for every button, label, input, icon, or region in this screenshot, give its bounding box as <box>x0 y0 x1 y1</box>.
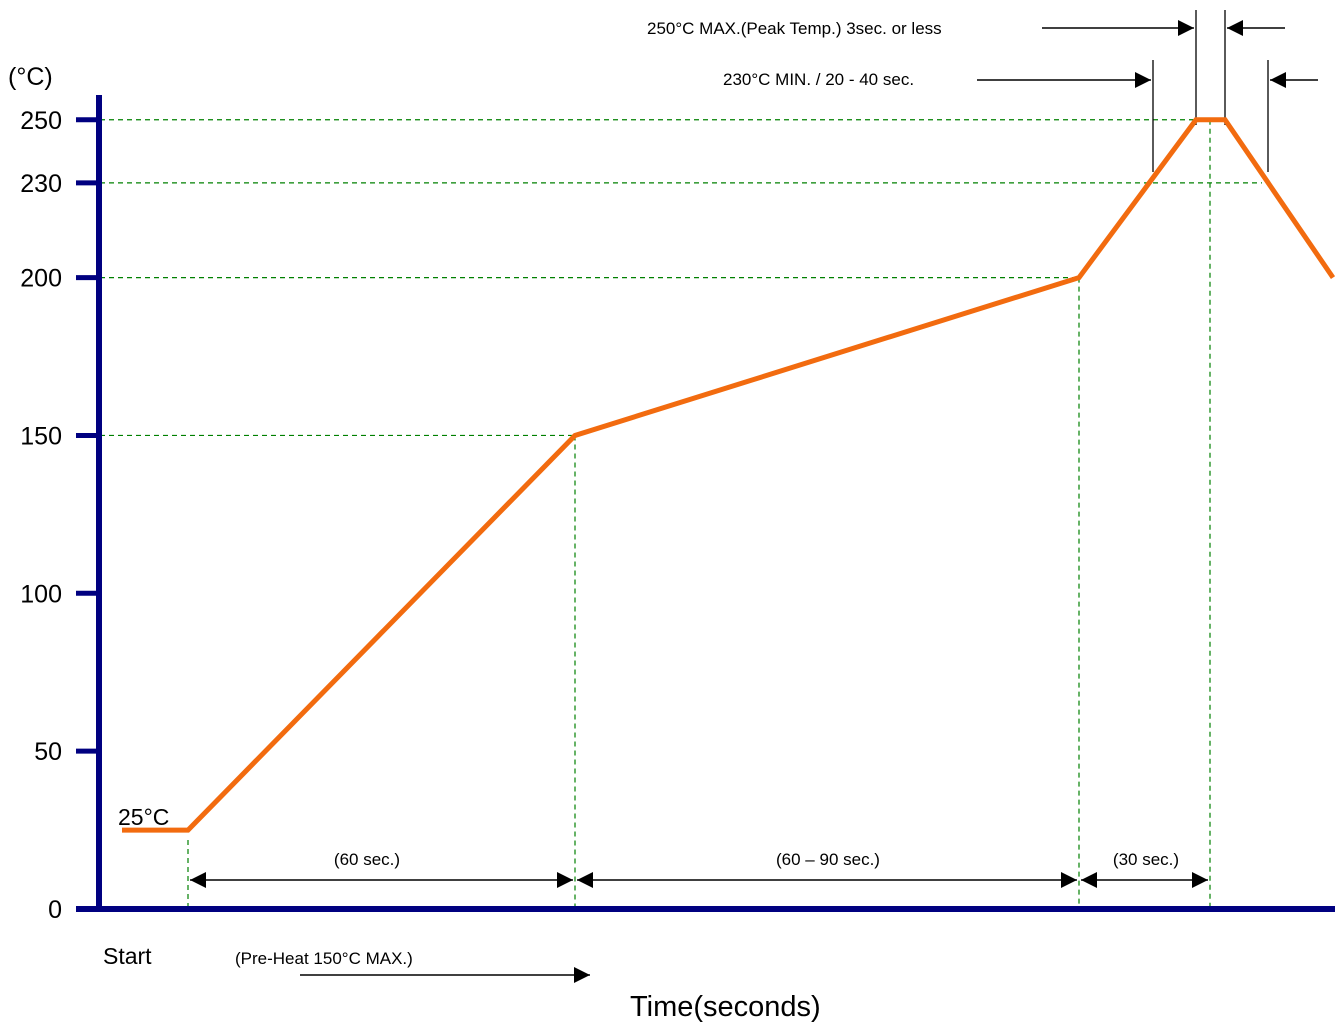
temperature-curve <box>121 117 1335 833</box>
y-tick-label: 100 <box>20 580 62 608</box>
y-tick-label: 250 <box>20 107 62 135</box>
guide-lines <box>100 119 1262 909</box>
segment-30s-label: (30 sec.) <box>1113 850 1179 869</box>
y-tick-label: 0 <box>48 896 62 924</box>
start-label: Start <box>103 943 152 969</box>
x-axis-title: Time(seconds) <box>630 991 821 1023</box>
axes: 0 50 100 150 200 230 250 <box>20 95 1335 924</box>
y-axis-unit-label: (°C) <box>8 63 53 91</box>
segment-60s-label: (60 sec.) <box>334 850 400 869</box>
y-tick-label: 50 <box>34 738 62 766</box>
dimension-arrows <box>190 10 1318 983</box>
above-230-note: 230°C MIN. / 20 - 40 sec. <box>723 70 914 89</box>
start-temp-label: 25°C <box>118 804 169 830</box>
y-tick-label: 150 <box>20 422 62 450</box>
temperature-profile-line <box>122 117 1335 833</box>
y-tick-label: 200 <box>20 265 62 293</box>
peak-temp-note: 250°C MAX.(Peak Temp.) 3sec. or less <box>647 19 942 38</box>
preheat-label: (Pre-Heat 150°C MAX.) <box>235 949 413 968</box>
y-tick-label: 230 <box>20 170 62 198</box>
segment-60-90s-label: (60 – 90 sec.) <box>776 850 880 869</box>
